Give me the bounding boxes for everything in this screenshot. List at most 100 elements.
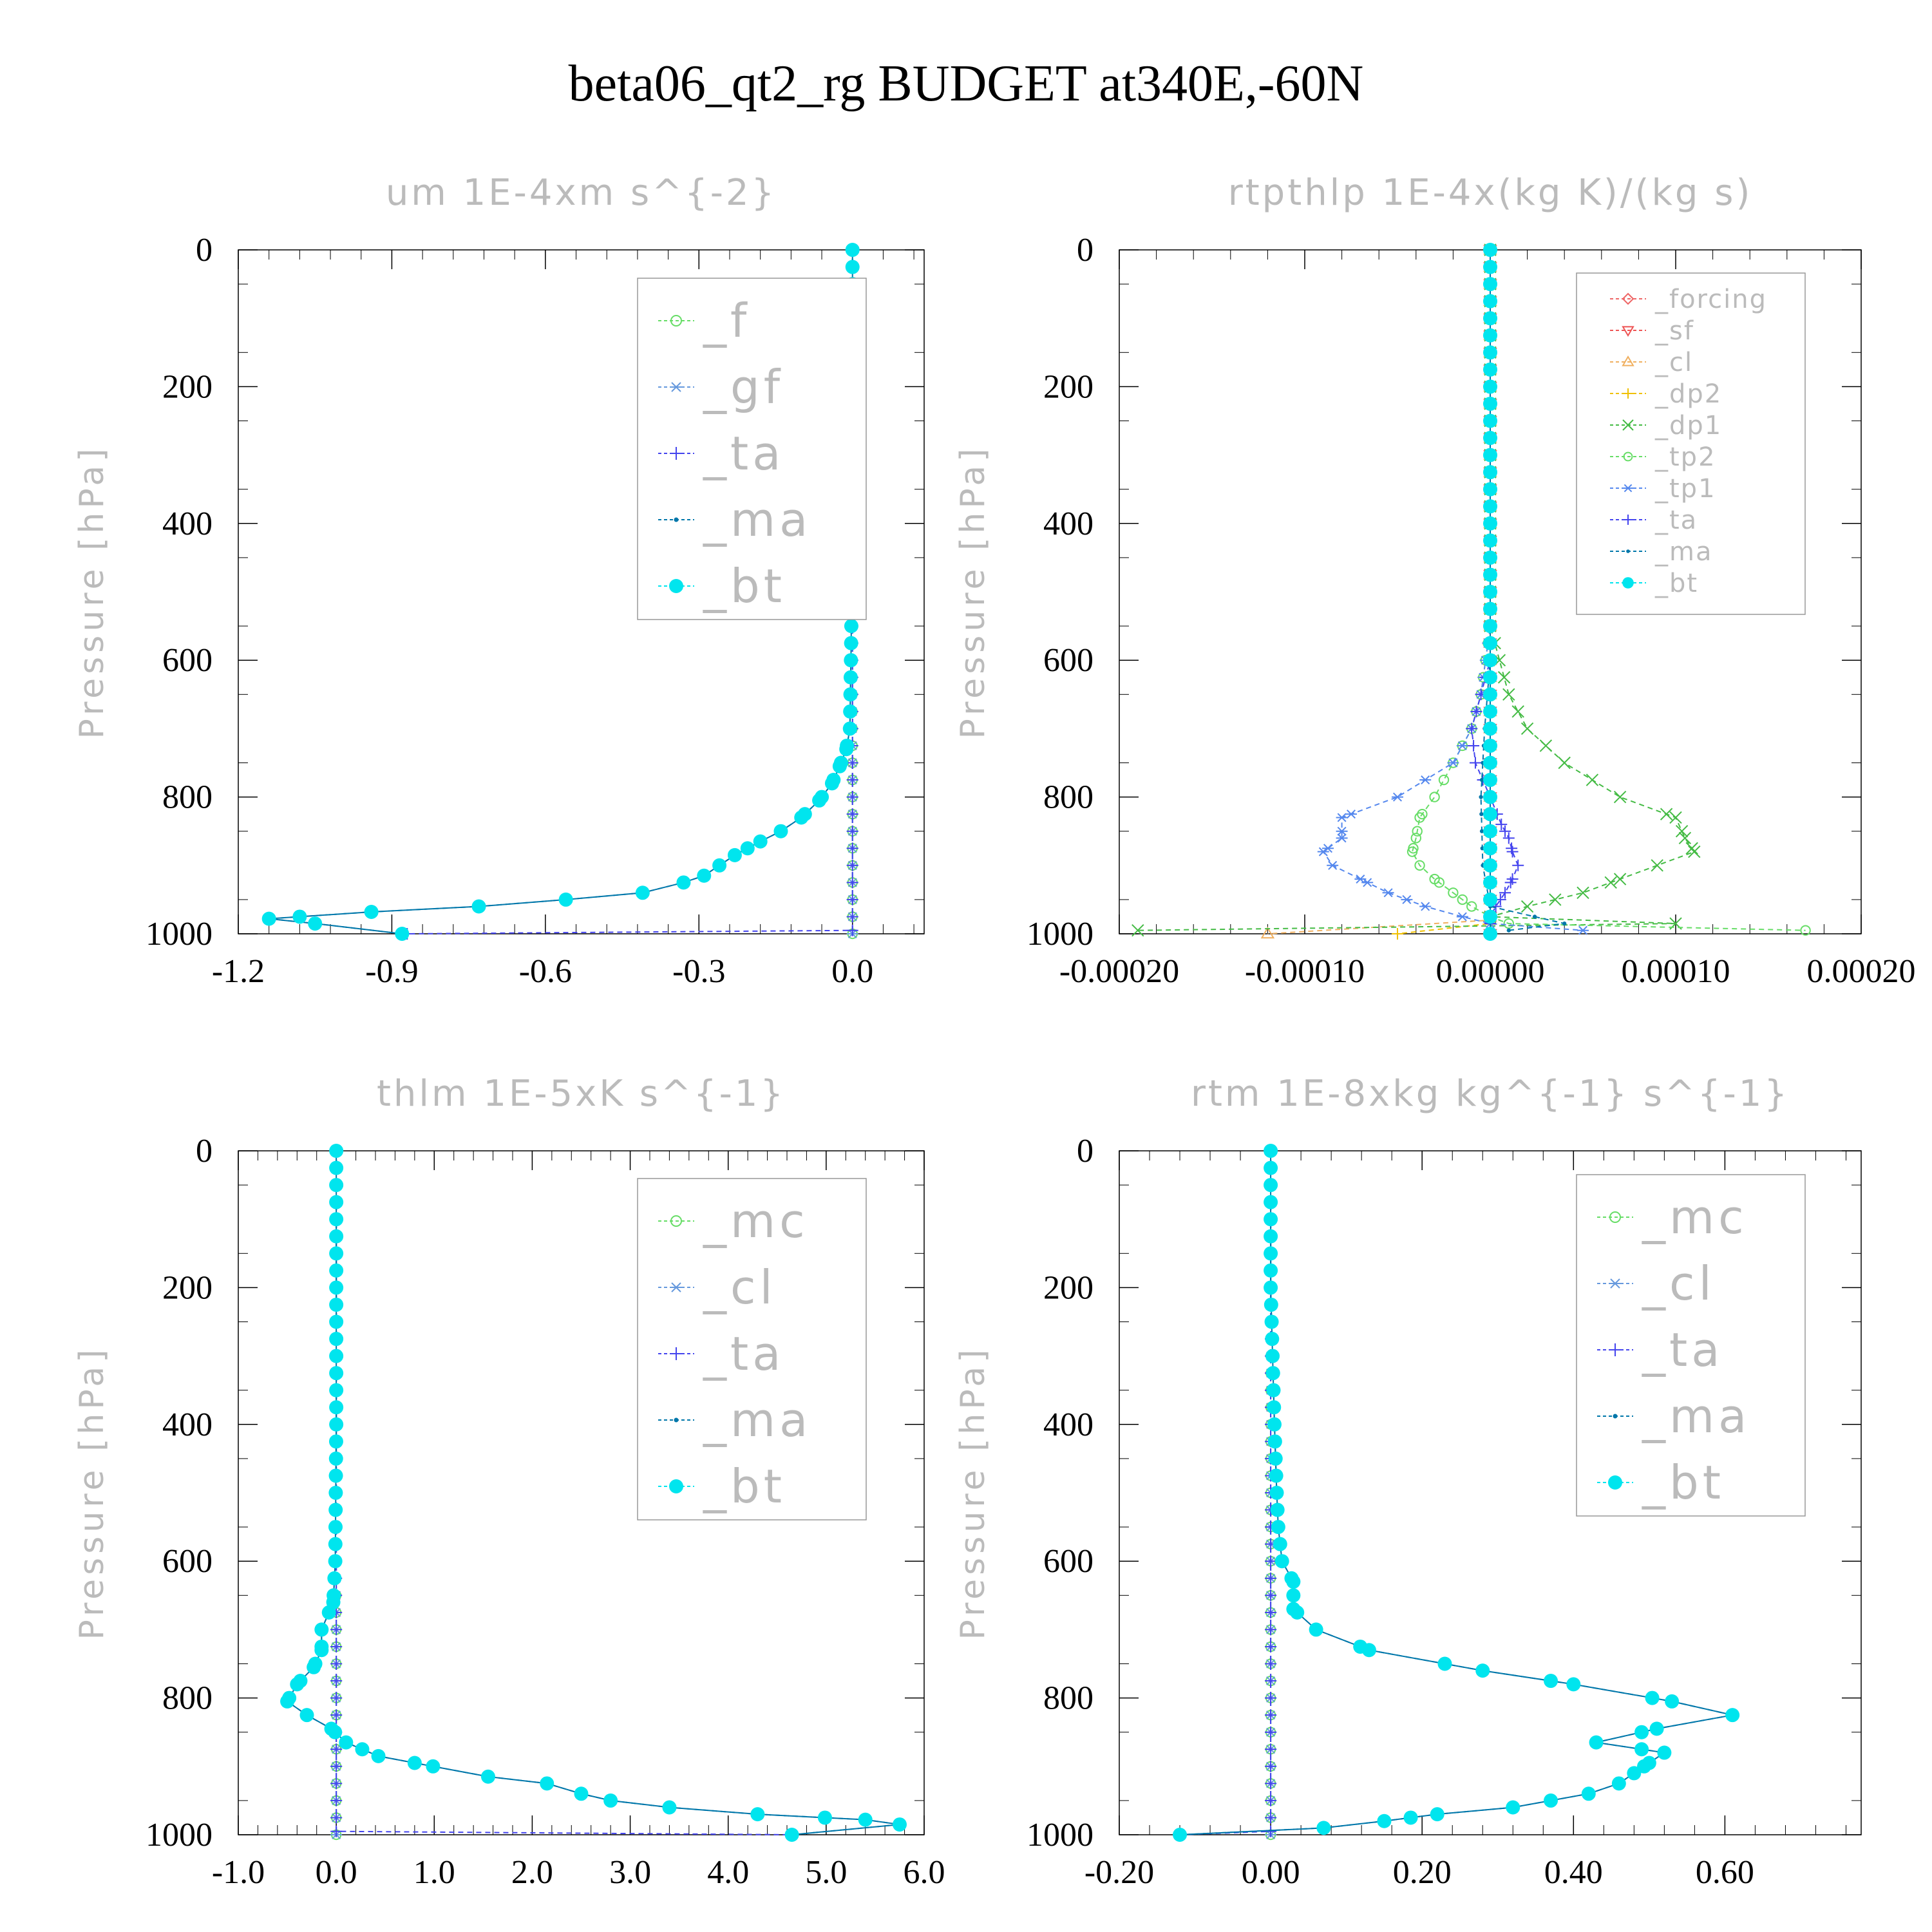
data-point xyxy=(1267,1434,1282,1449)
data-point xyxy=(727,848,742,862)
data-point xyxy=(1483,328,1497,343)
legend-marker xyxy=(674,1417,679,1423)
data-point xyxy=(329,1383,344,1397)
data-point xyxy=(1483,927,1497,941)
data-point xyxy=(846,825,858,837)
data-point xyxy=(364,905,379,920)
data-point xyxy=(1265,1726,1277,1738)
legend: _f _gf _ta _ma _bt xyxy=(637,278,867,620)
data-point xyxy=(1678,831,1692,845)
data-point xyxy=(329,1314,344,1329)
data-point xyxy=(328,1537,343,1551)
data-point xyxy=(1483,653,1497,668)
legend-marker xyxy=(670,1215,682,1227)
series-line xyxy=(1137,250,1696,931)
data-point xyxy=(1271,1520,1285,1535)
data-point xyxy=(1511,705,1524,718)
y-tick-label: 200 xyxy=(162,368,213,405)
legend-marker xyxy=(1608,1475,1622,1490)
data-point xyxy=(1264,1314,1279,1329)
data-point xyxy=(846,842,858,855)
data-point xyxy=(330,1692,343,1704)
series-line xyxy=(1322,250,1584,931)
data-point xyxy=(1483,841,1497,856)
y-tick-label: 0 xyxy=(1077,1133,1094,1170)
legend-marker xyxy=(1622,577,1634,589)
data-point xyxy=(1613,873,1627,886)
data-point xyxy=(326,1595,341,1609)
data-point xyxy=(329,1178,344,1193)
data-point xyxy=(1270,1502,1285,1517)
data-point xyxy=(1649,1721,1664,1736)
x-tick-label: 5.0 xyxy=(805,1854,847,1891)
data-point xyxy=(1429,873,1440,885)
data-point xyxy=(1483,311,1497,326)
data-point xyxy=(1265,1692,1277,1704)
data-point xyxy=(330,1640,343,1653)
x-tick-label: 0.00020 xyxy=(1807,953,1916,990)
series-cl xyxy=(1260,243,1497,939)
data-point xyxy=(371,1748,386,1763)
legend-label: _dp2 xyxy=(1654,379,1722,409)
series-line xyxy=(1397,250,1491,934)
data-point xyxy=(292,909,307,924)
data-point xyxy=(676,875,691,890)
series-tp1 xyxy=(1317,245,1589,935)
data-point xyxy=(1544,1793,1558,1808)
data-point xyxy=(329,1417,344,1432)
data-point xyxy=(1532,914,1537,919)
data-point xyxy=(1265,1366,1280,1381)
data-point xyxy=(1506,1800,1520,1815)
legend-label: _forcing xyxy=(1654,285,1767,314)
data-point xyxy=(1483,704,1497,719)
data-point xyxy=(1483,619,1497,634)
data-point xyxy=(844,636,858,650)
data-point xyxy=(307,1660,321,1674)
data-point xyxy=(1268,1451,1283,1466)
data-point xyxy=(1470,705,1482,717)
data-point xyxy=(1483,687,1497,702)
data-point xyxy=(794,810,809,825)
data-point xyxy=(328,1451,343,1466)
data-point xyxy=(328,1520,343,1535)
legend-label: _dp1 xyxy=(1654,411,1722,440)
data-point xyxy=(892,1817,907,1832)
data-point xyxy=(1645,1690,1660,1705)
data-point xyxy=(1499,825,1511,837)
data-point xyxy=(1558,756,1571,770)
data-point xyxy=(1265,1332,1280,1347)
legend-label: _sf xyxy=(1654,316,1694,346)
data-point xyxy=(280,1694,295,1709)
data-point xyxy=(1264,1212,1278,1227)
data-point xyxy=(1447,758,1459,768)
data-point xyxy=(1479,777,1484,782)
data-point xyxy=(1392,792,1403,802)
legend-marker xyxy=(1613,1414,1618,1419)
data-point xyxy=(355,1742,370,1757)
data-point xyxy=(1437,1656,1452,1671)
legend-label: _ta xyxy=(1654,506,1698,535)
data-point xyxy=(330,1825,343,1837)
legend-label: _cl xyxy=(1642,1256,1716,1311)
data-point xyxy=(1345,810,1357,819)
legend: _mc _cl _ta _ma _bt xyxy=(637,1178,867,1520)
data-point xyxy=(846,924,858,936)
x-tick-label: -0.20 xyxy=(1084,1854,1154,1891)
legend-marker xyxy=(670,1347,683,1360)
data-point xyxy=(329,1332,344,1347)
x-tick-label: 4.0 xyxy=(707,1854,749,1891)
x-tick-label: 0.20 xyxy=(1393,1854,1452,1891)
data-point xyxy=(1483,294,1497,308)
data-point xyxy=(1414,860,1425,871)
data-point xyxy=(1264,1144,1278,1158)
data-point xyxy=(846,876,858,889)
data-point xyxy=(1589,1735,1604,1750)
data-point xyxy=(1316,1821,1331,1835)
data-point xyxy=(1430,1807,1444,1822)
data-point xyxy=(1634,1742,1649,1757)
data-point xyxy=(1520,900,1534,913)
data-point xyxy=(845,260,860,274)
data-point xyxy=(1499,887,1511,899)
chart-panel-4: rtm 1E-8xkg kg^{-1} s^{-1} Pressure [hPa]… xyxy=(954,1073,1862,1891)
data-point xyxy=(1265,1760,1277,1772)
